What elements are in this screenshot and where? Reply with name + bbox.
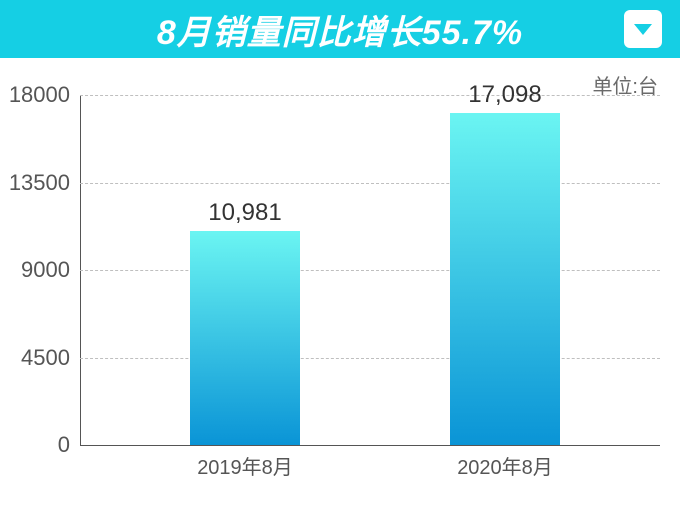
y-tick-label: 0	[0, 432, 70, 458]
y-tick-label: 18000	[0, 82, 70, 108]
bar-value-label: 17,098	[430, 81, 580, 109]
chevron-down-icon	[634, 24, 652, 35]
chart-area: 045009000135001800010,9812019年8月17,09820…	[0, 95, 680, 475]
header-title: 8月销量同比增长55.7%	[157, 5, 523, 54]
grid-line	[80, 358, 660, 360]
grid-line	[80, 183, 660, 185]
y-tick-label: 9000	[0, 257, 70, 283]
bar-value-label: 10,981	[170, 199, 320, 227]
bar	[450, 113, 560, 445]
bar	[190, 231, 300, 445]
x-axis	[80, 445, 660, 446]
y-tick-label: 4500	[0, 345, 70, 371]
grid-line	[80, 270, 660, 272]
chart-container: 8月销量同比增长55.7% 单位:台 045009000135001800010…	[0, 0, 680, 510]
header-bar: 8月销量同比增长55.7%	[0, 0, 680, 58]
y-tick-label: 13500	[0, 170, 70, 196]
dropdown-button[interactable]	[624, 10, 662, 48]
x-tick-label: 2020年8月	[430, 451, 580, 480]
x-tick-label: 2019年8月	[170, 451, 320, 480]
